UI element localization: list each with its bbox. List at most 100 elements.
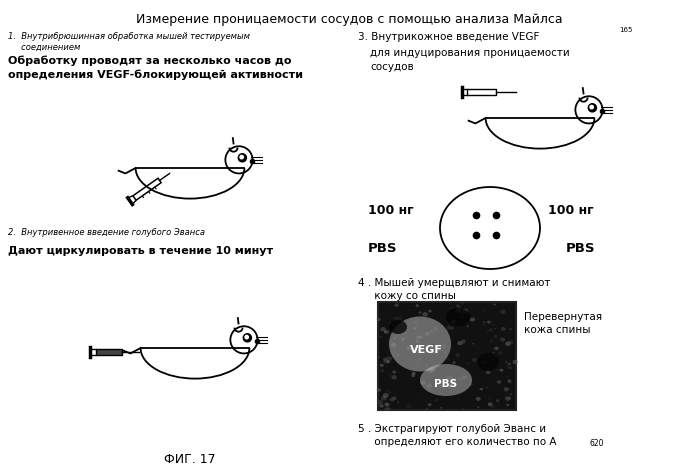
Ellipse shape xyxy=(445,352,447,354)
Ellipse shape xyxy=(507,366,512,369)
Ellipse shape xyxy=(397,317,402,321)
Ellipse shape xyxy=(389,316,451,372)
Ellipse shape xyxy=(429,389,431,390)
Ellipse shape xyxy=(458,382,460,383)
Text: ФИГ. 17: ФИГ. 17 xyxy=(164,453,216,466)
Text: 5 . Экстрагируют голубой Эванс и
     определяют его количество по А: 5 . Экстрагируют голубой Эванс и определ… xyxy=(358,424,556,447)
Ellipse shape xyxy=(411,374,415,377)
Ellipse shape xyxy=(391,343,396,347)
Ellipse shape xyxy=(486,386,489,388)
Ellipse shape xyxy=(490,339,493,343)
Text: PBS: PBS xyxy=(368,241,398,255)
Ellipse shape xyxy=(426,384,432,388)
Ellipse shape xyxy=(507,377,508,378)
Text: 2.  Внутривенное введение голубого Эванса: 2. Внутривенное введение голубого Эванса xyxy=(8,228,205,237)
Ellipse shape xyxy=(506,404,509,406)
Ellipse shape xyxy=(477,406,480,409)
Ellipse shape xyxy=(380,364,384,367)
Text: 165: 165 xyxy=(619,27,633,33)
Circle shape xyxy=(590,105,593,109)
Ellipse shape xyxy=(505,396,510,401)
Ellipse shape xyxy=(506,395,507,396)
Ellipse shape xyxy=(391,375,397,380)
Ellipse shape xyxy=(463,375,467,379)
Ellipse shape xyxy=(428,403,432,406)
Ellipse shape xyxy=(455,353,460,357)
Ellipse shape xyxy=(508,340,514,344)
Ellipse shape xyxy=(435,398,438,401)
Ellipse shape xyxy=(407,346,412,350)
Ellipse shape xyxy=(450,327,453,329)
Circle shape xyxy=(589,104,596,112)
Ellipse shape xyxy=(485,354,489,357)
Ellipse shape xyxy=(488,402,493,406)
Text: PBS: PBS xyxy=(566,241,596,255)
Ellipse shape xyxy=(415,358,419,363)
Ellipse shape xyxy=(464,309,469,313)
Ellipse shape xyxy=(461,339,466,343)
Ellipse shape xyxy=(445,308,470,326)
Ellipse shape xyxy=(392,353,398,358)
Text: Обработку проводят за несколько часов до
определения VEGF-блокирующей активности: Обработку проводят за несколько часов до… xyxy=(8,56,303,80)
Text: 4 . Мышей умерщвляют и снимают
     кожу со спины: 4 . Мышей умерщвляют и снимают кожу со с… xyxy=(358,278,550,301)
Ellipse shape xyxy=(387,360,390,363)
Ellipse shape xyxy=(390,375,392,377)
Ellipse shape xyxy=(419,336,423,339)
Ellipse shape xyxy=(493,335,498,338)
Ellipse shape xyxy=(433,320,435,322)
Ellipse shape xyxy=(421,398,423,399)
Ellipse shape xyxy=(448,326,449,327)
Ellipse shape xyxy=(461,316,464,318)
Ellipse shape xyxy=(449,348,451,349)
Ellipse shape xyxy=(461,311,466,314)
Text: Дают циркулировать в течение 10 минут: Дают циркулировать в течение 10 минут xyxy=(8,246,273,256)
Ellipse shape xyxy=(487,331,489,332)
Ellipse shape xyxy=(473,343,474,344)
Ellipse shape xyxy=(445,374,450,379)
Ellipse shape xyxy=(507,380,512,383)
Ellipse shape xyxy=(380,327,386,331)
Ellipse shape xyxy=(389,391,391,393)
Ellipse shape xyxy=(440,407,442,409)
Ellipse shape xyxy=(507,363,511,365)
Ellipse shape xyxy=(494,328,496,329)
Ellipse shape xyxy=(378,356,380,358)
Ellipse shape xyxy=(424,313,428,316)
Text: сосудов: сосудов xyxy=(370,62,414,72)
Circle shape xyxy=(243,334,252,342)
Ellipse shape xyxy=(428,309,432,313)
Ellipse shape xyxy=(470,317,475,322)
Ellipse shape xyxy=(486,370,491,374)
Ellipse shape xyxy=(507,379,510,381)
Ellipse shape xyxy=(457,341,463,345)
Ellipse shape xyxy=(433,327,438,331)
Ellipse shape xyxy=(383,358,387,361)
Ellipse shape xyxy=(412,372,415,375)
Circle shape xyxy=(240,155,243,159)
Ellipse shape xyxy=(401,330,407,335)
Text: для индуцирования проницаемости: для индуцирования проницаемости xyxy=(370,48,570,58)
Ellipse shape xyxy=(493,351,495,353)
Ellipse shape xyxy=(427,369,431,372)
Ellipse shape xyxy=(439,385,442,388)
Circle shape xyxy=(238,154,247,162)
Ellipse shape xyxy=(512,360,519,364)
Ellipse shape xyxy=(451,320,456,324)
Ellipse shape xyxy=(377,400,383,405)
Ellipse shape xyxy=(381,396,387,401)
Ellipse shape xyxy=(446,327,450,330)
Ellipse shape xyxy=(422,312,428,316)
Ellipse shape xyxy=(387,390,389,391)
Ellipse shape xyxy=(388,408,391,410)
Ellipse shape xyxy=(507,396,511,400)
Ellipse shape xyxy=(496,399,499,402)
Ellipse shape xyxy=(461,340,466,344)
Ellipse shape xyxy=(484,325,485,326)
Ellipse shape xyxy=(484,309,485,311)
Ellipse shape xyxy=(501,327,505,331)
Ellipse shape xyxy=(397,354,399,356)
Ellipse shape xyxy=(447,376,452,380)
Ellipse shape xyxy=(456,304,460,307)
Ellipse shape xyxy=(501,369,504,372)
Ellipse shape xyxy=(440,344,446,349)
